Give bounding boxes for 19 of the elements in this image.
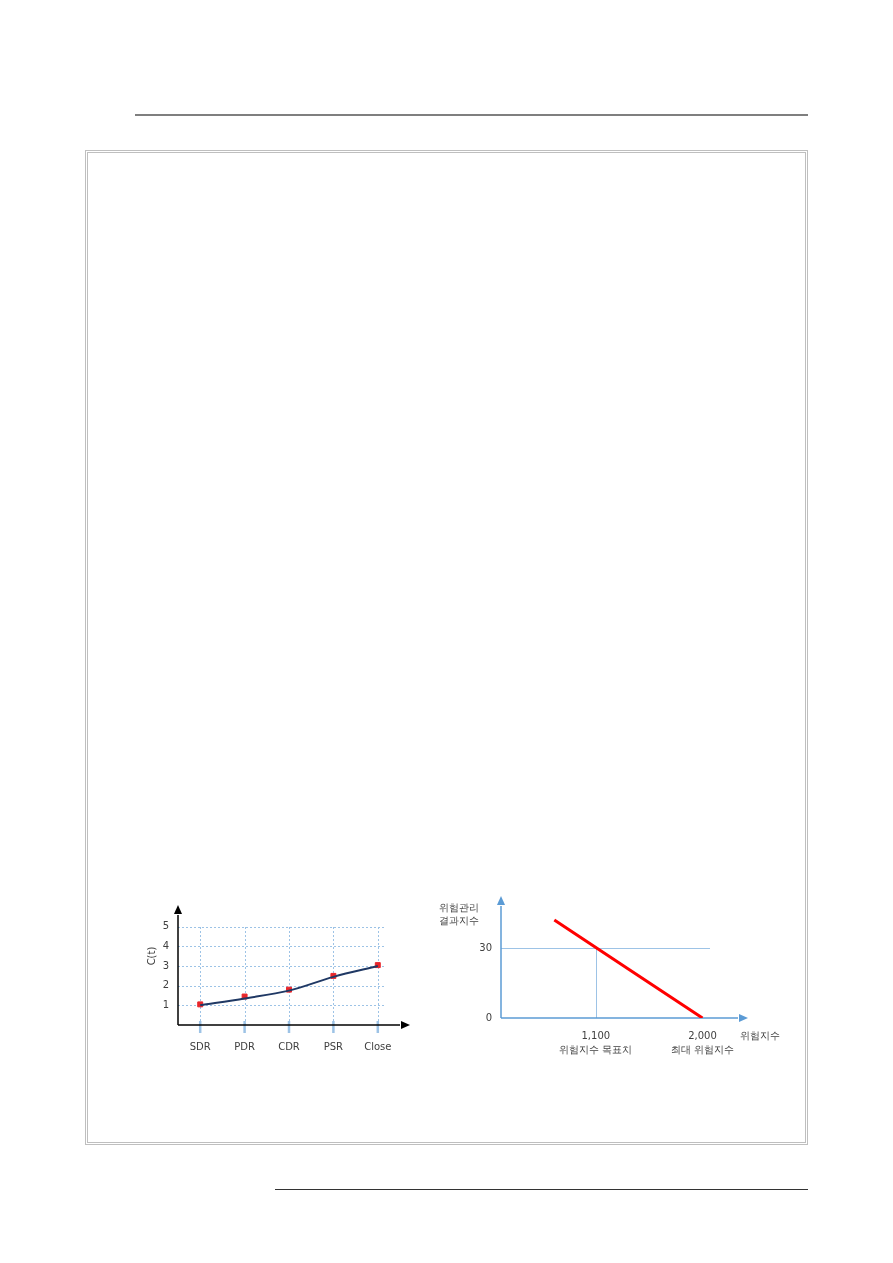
y-tick-label: 5 bbox=[162, 920, 169, 932]
y-tick-label: 2 bbox=[162, 979, 169, 991]
text: 최대 위험지수 bbox=[670, 1043, 735, 1055]
y-tick-label: 3 bbox=[162, 959, 169, 971]
y-axis-title: C(t) bbox=[145, 946, 157, 966]
x-axis-title: 위험지수 bbox=[740, 1029, 780, 1041]
y-tick-label: 4 bbox=[162, 940, 169, 952]
x-tick-label: 1,100 bbox=[581, 1029, 611, 1041]
y-tick-label: 1 bbox=[162, 998, 169, 1010]
y-tick-label: 0 bbox=[485, 1011, 492, 1023]
x-tick-label: Close bbox=[364, 1040, 392, 1052]
x-tick-label: SDR bbox=[189, 1040, 211, 1052]
x-tick-label: 2,000 bbox=[688, 1029, 717, 1041]
x-tick-label: CDR bbox=[278, 1040, 300, 1052]
text: 위험지수 목표치 bbox=[559, 1043, 633, 1055]
y-tick-label: 30 bbox=[479, 941, 492, 953]
x-tick-label: PDR bbox=[234, 1040, 255, 1052]
x-tick-label: PSR bbox=[323, 1040, 344, 1052]
y-axis-title: 위험관리 결과지수 bbox=[439, 901, 479, 926]
